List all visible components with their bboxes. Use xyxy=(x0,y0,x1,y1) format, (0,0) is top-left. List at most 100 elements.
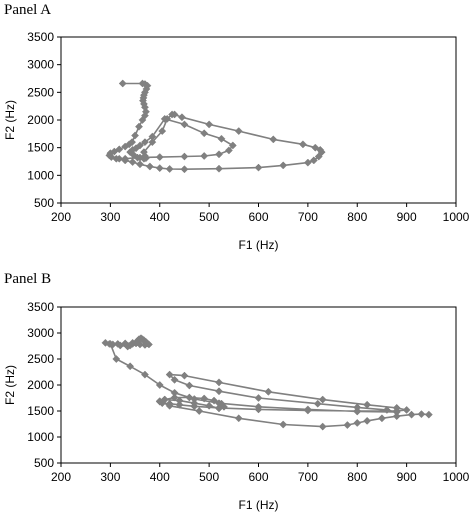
data-point-marker xyxy=(264,387,273,396)
y-tick-label: 3000 xyxy=(27,58,54,72)
data-point-marker xyxy=(254,394,263,402)
data-point-marker xyxy=(318,422,327,431)
data-point-marker xyxy=(165,165,174,173)
data-point-marker xyxy=(254,163,263,172)
data-point-marker xyxy=(148,138,157,147)
data-point-marker xyxy=(118,79,127,88)
x-tick-label: 600 xyxy=(248,470,268,484)
data-point-marker xyxy=(200,394,209,403)
data-point-marker xyxy=(175,396,184,405)
data-point-marker xyxy=(180,152,189,161)
data-point-marker xyxy=(190,399,199,408)
data-point-marker xyxy=(195,407,204,415)
data-point-marker xyxy=(106,339,115,348)
data-point-marker xyxy=(254,405,263,414)
data-point-marker xyxy=(112,355,121,363)
x-tick-label: 900 xyxy=(397,470,417,484)
data-point-marker xyxy=(298,140,307,149)
data-point-marker xyxy=(377,414,386,423)
data-point-marker xyxy=(228,141,237,150)
data-point-marker xyxy=(178,113,186,122)
data-point-marker xyxy=(402,406,411,414)
data-point-marker xyxy=(123,342,132,351)
data-point-marker xyxy=(210,396,219,405)
data-point-marker xyxy=(170,110,179,119)
x-tick-label: 300 xyxy=(100,470,120,484)
data-point-marker xyxy=(318,395,327,404)
data-point-marker xyxy=(170,375,179,384)
data-point-marker xyxy=(165,370,174,379)
data-point-marker xyxy=(180,165,189,174)
y-tick-label: 500 xyxy=(34,456,54,470)
data-point-marker xyxy=(155,153,164,162)
data-point-marker xyxy=(407,410,416,419)
y-axis-label: F2 (Hz) xyxy=(3,100,17,140)
y-tick-label: 2000 xyxy=(27,378,54,392)
x-tick-label: 700 xyxy=(298,470,318,484)
data-point-marker xyxy=(180,371,189,380)
data-point-marker xyxy=(382,406,391,414)
data-point-marker xyxy=(116,341,125,350)
x-tick-label: 1000 xyxy=(443,470,470,484)
data-point-marker xyxy=(140,370,149,379)
x-axis-label: F1 (Hz) xyxy=(239,498,279,512)
data-point-marker xyxy=(130,151,139,160)
panel-a-chart: 200 300 400 500 600 700 800 900 1000 500 1000 1500 2… xyxy=(3,30,470,252)
data-point-marker xyxy=(163,114,172,123)
data-point-marker xyxy=(126,362,135,371)
x-tick-label: 600 xyxy=(248,210,268,224)
data-point-marker xyxy=(170,393,179,402)
x-tick-label: 900 xyxy=(397,210,417,224)
data-point-marker xyxy=(200,129,209,138)
data-point-marker xyxy=(215,404,223,413)
data-point-marker xyxy=(200,152,209,160)
x-tick-label: 400 xyxy=(150,210,170,224)
y-tick-label: 1000 xyxy=(27,430,54,444)
data-point-marker xyxy=(158,127,167,136)
data-point-marker xyxy=(205,401,214,410)
data-point-marker xyxy=(180,120,189,129)
y-tick-label: 3000 xyxy=(27,326,54,340)
data-point-marker xyxy=(313,399,322,408)
data-point-marker xyxy=(424,410,433,419)
data-point-marker xyxy=(353,407,362,415)
data-point-marker xyxy=(279,161,288,170)
x-tick-label: 200 xyxy=(51,470,71,484)
data-point-marker xyxy=(353,419,362,427)
series-line xyxy=(105,337,429,428)
y-tick-label: 3500 xyxy=(27,30,54,44)
plot-area xyxy=(60,306,457,464)
data-point-marker xyxy=(121,142,130,151)
data-point-marker xyxy=(303,158,312,167)
data-point-marker xyxy=(279,420,288,429)
data-point-marker xyxy=(138,116,147,124)
data-point-marker xyxy=(140,138,149,147)
x-tick-label: 800 xyxy=(347,210,367,224)
data-point-marker xyxy=(136,160,144,169)
data-point-marker xyxy=(185,381,194,390)
data-point-marker xyxy=(155,397,164,406)
y-tick-label: 1000 xyxy=(27,168,54,182)
data-point-marker xyxy=(215,378,223,387)
data-point-marker xyxy=(185,393,194,402)
data-point-marker xyxy=(205,120,214,129)
data-point-marker xyxy=(215,164,223,173)
x-tick-label: 400 xyxy=(150,470,170,484)
y-tick-label: 2000 xyxy=(27,113,54,127)
data-point-marker xyxy=(215,387,223,396)
x-tick-label: 700 xyxy=(298,210,318,224)
x-tick-label: 800 xyxy=(347,470,367,484)
data-point-marker xyxy=(145,162,154,171)
y-tick-label: 500 xyxy=(34,196,54,210)
data-point-marker xyxy=(155,381,164,389)
data-point-marker xyxy=(217,134,226,143)
data-point-marker xyxy=(303,406,312,415)
y-axis-label: F2 (Hz) xyxy=(3,365,17,405)
data-point-marker xyxy=(131,131,140,140)
data-point-marker xyxy=(309,156,318,165)
data-point-marker xyxy=(215,150,223,159)
data-point-marker xyxy=(139,148,148,157)
x-tick-label: 200 xyxy=(51,210,71,224)
y-tick-label: 2500 xyxy=(27,352,54,366)
